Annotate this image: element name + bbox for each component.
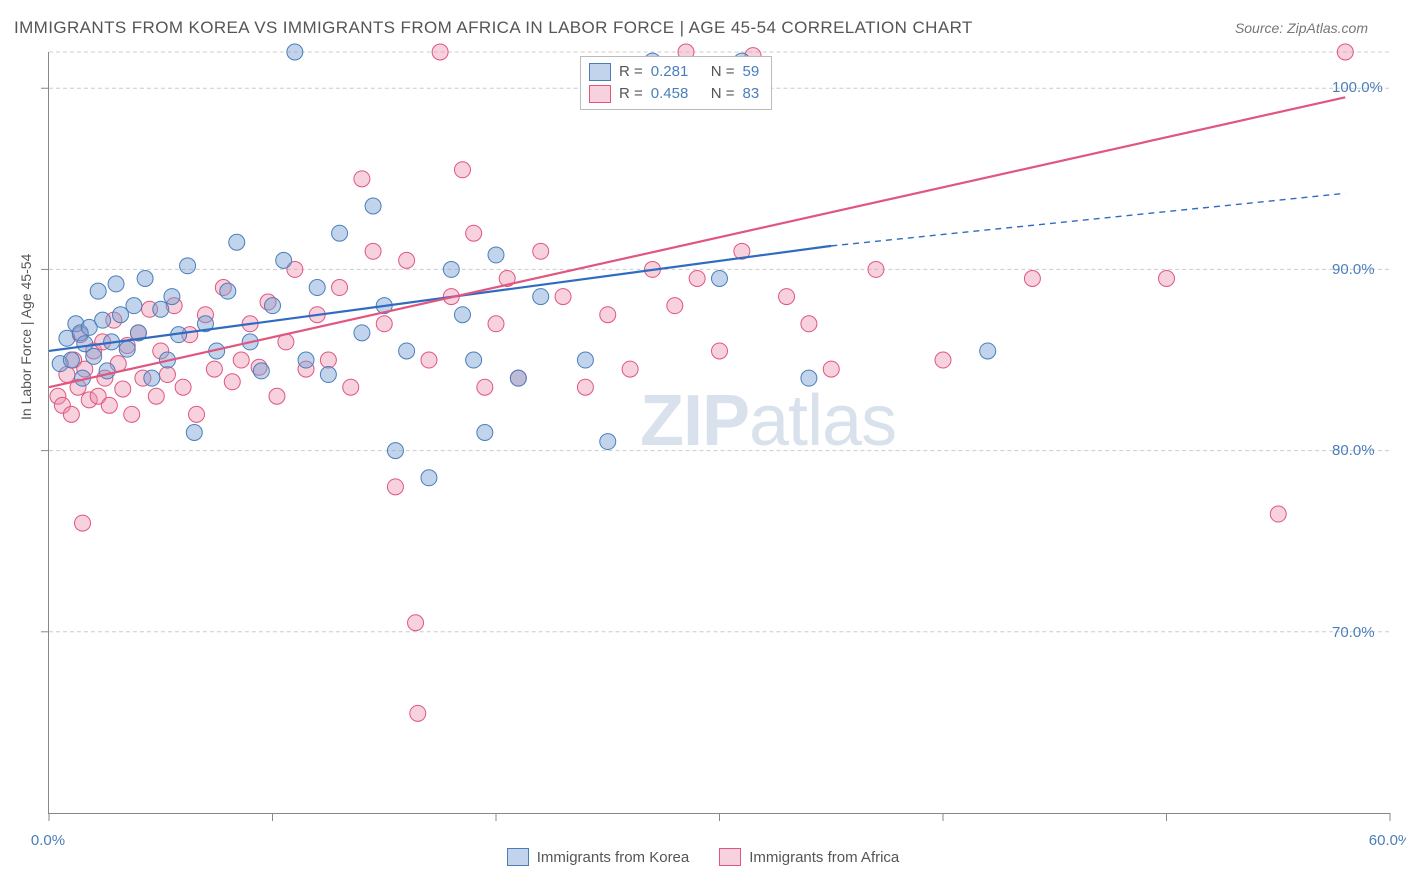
n-label: N = [711,83,735,105]
y-tick-label: 90.0% [1332,261,1375,278]
legend-stats-row: R = 0.281 N = 59 [589,61,759,83]
source-label: Source: ZipAtlas.com [1235,20,1368,36]
legend-swatch [589,85,611,103]
chart-title: IMMIGRANTS FROM KOREA VS IMMIGRANTS FROM… [14,18,973,38]
legend-swatch [719,848,741,866]
chart-frame [48,52,1390,814]
legend-series: Immigrants from Korea Immigrants from Afr… [0,848,1406,866]
legend-swatch [507,848,529,866]
scatter-plot [49,52,1390,813]
legend-series-label: Immigrants from Korea [537,849,690,866]
y-tick-label: 100.0% [1332,79,1383,96]
r-label: R = [619,61,643,83]
r-value: 0.281 [651,61,703,83]
y-tick-label: 70.0% [1332,624,1375,641]
r-value: 0.458 [651,83,703,105]
r-label: R = [619,83,643,105]
x-tick-label: 0.0% [31,832,65,849]
legend-stats: R = 0.281 N = 59 R = 0.458 N = 83 [580,56,772,110]
legend-series-item: Immigrants from Africa [719,848,899,866]
y-tick-label: 80.0% [1332,442,1375,459]
x-tick-label: 60.0% [1369,832,1406,849]
legend-swatch [589,63,611,81]
n-value: 59 [743,61,760,83]
legend-series-item: Immigrants from Korea [507,848,690,866]
n-value: 83 [743,83,760,105]
legend-stats-row: R = 0.458 N = 83 [589,83,759,105]
n-label: N = [711,61,735,83]
y-axis-label: In Labor Force | Age 45-54 [18,254,34,420]
legend-series-label: Immigrants from Africa [749,849,899,866]
